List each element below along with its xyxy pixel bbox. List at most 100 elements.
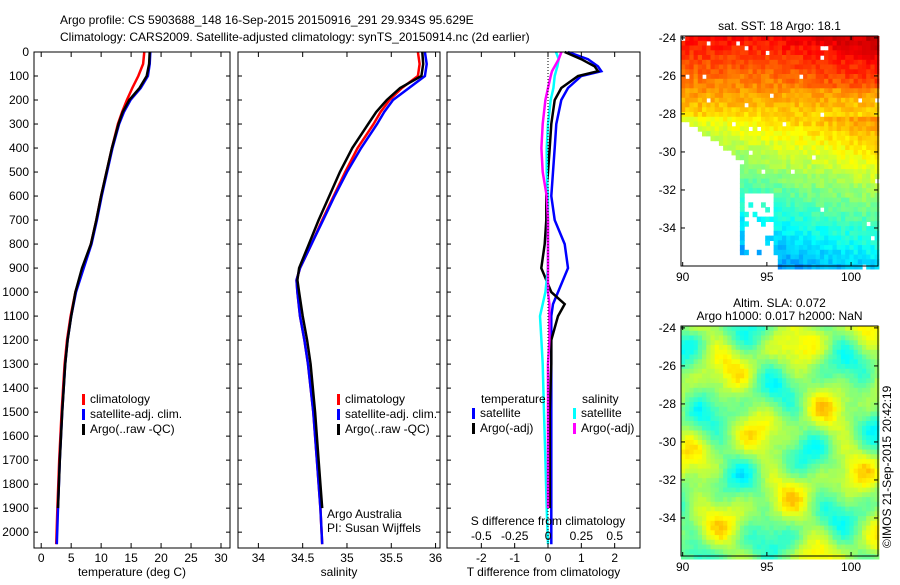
heatmap-cell: [811, 245, 817, 251]
heatmap-cell: [681, 544, 686, 550]
heatmap-cell: [773, 525, 779, 531]
heatmap-cell: [824, 349, 829, 356]
heatmap-cell: [706, 378, 712, 384]
heatmap-cell: [841, 383, 846, 389]
heatmap-cell: [874, 497, 880, 503]
heatmap-cell: [765, 501, 770, 508]
heatmap-cell: [765, 135, 770, 142]
heatmap-cell: [832, 245, 838, 251]
heatmap-cell: [782, 459, 787, 465]
heatmap-cell: [739, 55, 745, 61]
heatmap-cell: [702, 454, 707, 460]
heatmap-cell: [748, 78, 754, 85]
heatmap-cell: [849, 383, 855, 389]
heatmap-cell: [874, 45, 880, 51]
heatmap-cell: [752, 359, 758, 365]
heatmap-cell: [832, 549, 838, 555]
heatmap-cell: [815, 45, 821, 51]
heatmap-cell: [773, 440, 779, 446]
heatmap-cell: [798, 64, 804, 70]
heatmap-cell: [862, 93, 867, 99]
heatmap-cell: [685, 373, 690, 379]
heatmap-cell: [748, 468, 754, 474]
heatmap-cell: [756, 397, 762, 403]
heatmap-cell: [765, 354, 770, 360]
heatmap-cell: [782, 249, 787, 256]
heatmap-cell: [710, 40, 716, 47]
heatmap-cell: [689, 45, 695, 51]
heatmap-cell: [832, 50, 838, 56]
heatmap-cell: [777, 364, 783, 370]
heatmap-cell: [849, 539, 855, 546]
heatmap-cell: [714, 539, 720, 546]
heatmap-cell: [845, 116, 850, 123]
y-tick-label: 1300: [2, 357, 29, 371]
heatmap-cell: [681, 397, 686, 403]
heatmap-cell: [786, 449, 791, 455]
heatmap-cell: [735, 373, 741, 379]
heatmap-cell: [689, 83, 695, 89]
heatmap-cell: [798, 202, 804, 208]
heatmap-cell: [769, 78, 775, 85]
legend-label: satellite-adj. clim.: [90, 407, 182, 421]
heatmap-cell: [685, 392, 690, 398]
heatmap-cell: [811, 449, 817, 455]
heatmap-cell: [794, 406, 800, 413]
heatmap-cell: [807, 259, 813, 265]
heatmap-cell: [819, 69, 825, 75]
heatmap-cell: [710, 463, 716, 470]
heatmap-cell: [782, 549, 787, 555]
heatmap-cell: [845, 554, 850, 560]
heatmap-cell: [807, 525, 813, 531]
heatmap-cell: [697, 378, 703, 384]
heatmap-cell: [836, 135, 842, 142]
heatmap-cell: [685, 520, 690, 527]
heatmap-cell: [744, 221, 749, 227]
heatmap-cell: [777, 383, 783, 389]
heatmap-cell: [794, 112, 800, 118]
heatmap-cell: [681, 454, 686, 460]
heatmap-cell: [824, 154, 829, 161]
heatmap-cell: [870, 188, 876, 194]
heatmap-cell: [756, 549, 762, 555]
heatmap-cell: [811, 392, 817, 398]
heatmap-cell: [828, 378, 834, 384]
heatmap-cell: [794, 335, 800, 341]
heatmap-cell: [803, 135, 808, 142]
heatmap-cell: [866, 392, 871, 398]
heatmap-cell: [819, 397, 825, 403]
heatmap-cell: [786, 364, 791, 370]
heatmap-cell: [765, 330, 770, 337]
heatmap-cell: [723, 145, 728, 151]
heatmap-cell: [773, 131, 779, 137]
heatmap-cell: [756, 368, 762, 375]
heatmap-cell: [807, 392, 813, 398]
heatmap-cell: [739, 74, 745, 80]
heatmap-cell: [710, 497, 716, 503]
heatmap-cell: [819, 554, 825, 560]
heatmap-cell: [794, 188, 800, 194]
heatmap-cell: [874, 230, 880, 237]
heatmap-cell: [841, 530, 846, 536]
heatmap-cell: [731, 102, 737, 108]
heatmap-cell: [714, 116, 720, 123]
heatmap-cell: [857, 335, 863, 341]
heatmap-cell: [845, 226, 850, 232]
heatmap-cell: [782, 326, 787, 332]
heatmap-cell: [718, 116, 724, 123]
x-tick-label: 25: [184, 551, 198, 565]
heatmap-cell: [685, 402, 690, 408]
heatmap-cell: [815, 235, 821, 241]
heatmap-cell: [841, 416, 846, 422]
heatmap-cell: [765, 97, 770, 104]
heatmap-cell: [862, 392, 867, 398]
heatmap-cell: [845, 207, 850, 213]
heatmap-cell: [735, 463, 741, 470]
heatmap-cell: [761, 435, 766, 441]
heatmap-cell: [777, 506, 783, 512]
heatmap-cell: [773, 539, 779, 546]
heatmap-cell: [681, 78, 686, 85]
heatmap-cell: [866, 211, 871, 218]
heatmap-cell: [815, 539, 821, 546]
heatmap-cell: [832, 444, 838, 451]
